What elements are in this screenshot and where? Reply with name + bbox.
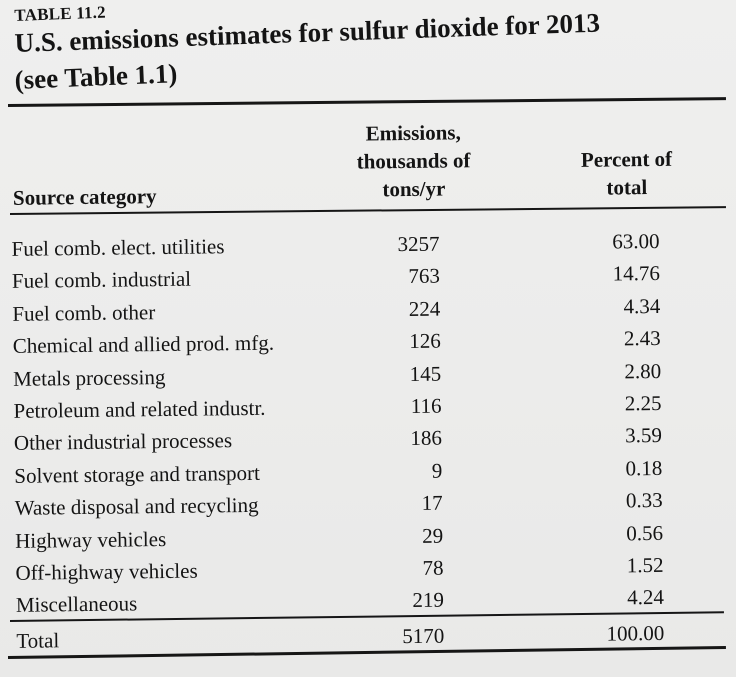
row-source-category: Chemical and allied prod. mfg. [12,330,275,359]
row-source-category: Metals processing [13,364,166,391]
row-emissions: 29 [421,523,444,548]
header-percent-line-1: Percent of [580,146,673,172]
row-emissions: 224 [408,296,441,321]
row-emissions: 3257 [397,231,440,257]
row-emissions: 219 [412,588,445,613]
total-percent: 100.00 [606,620,665,646]
row-source-category: Miscellaneous [15,591,138,618]
row-emissions: 186 [410,426,443,451]
header-emissions-line-3: tons/yr [382,176,446,202]
row-source-category: Fuel comb. other [12,299,156,326]
row-emissions: 78 [422,555,444,580]
row-percent: 63.00 [612,228,660,254]
row-source-category: Off-highway vehicles [15,558,198,585]
row-percent: 14.76 [612,261,661,286]
header-emissions-line-2: thousands of [356,148,471,174]
header-percent-line-2: total [606,175,648,200]
total-emissions: 5170 [402,623,445,649]
total-label: Total [16,628,60,653]
row-source-category: Highway vehicles [14,526,167,553]
header-emissions: Emissions, thousands of tons/yr [318,118,509,204]
row-emissions: 763 [408,264,441,289]
row-percent: 1.52 [626,552,664,578]
row-emissions: 17 [421,490,443,516]
row-percent: 4.34 [623,293,661,319]
row-percent: 0.18 [625,455,663,481]
row-percent: 3.59 [625,423,663,448]
row-percent: 4.24 [626,585,665,610]
row-source-category: Solvent storage and transport [14,460,261,488]
row-emissions: 116 [410,393,442,419]
row-percent: 0.56 [626,520,664,545]
row-percent: 0.33 [625,488,663,513]
header-emissions-line-1: Emissions, [365,120,461,146]
row-percent: 2.25 [624,390,662,416]
row-percent: 2.43 [623,326,661,351]
row-source-category: Other industrial processes [13,428,233,456]
row-source-category: Waste disposal and recycling [14,493,259,521]
row-source-category: Petroleum and related industr. [13,395,266,423]
total-row: Total 5170 100.00 [6,617,736,657]
row-emissions: 126 [409,328,441,354]
row-source-category: Fuel comb. industrial [11,267,192,294]
row-emissions: 145 [409,361,442,386]
row-emissions: 9 [431,458,443,483]
row-percent: 2.80 [624,358,662,383]
header-percent: Percent of total [556,144,697,202]
row-source-category: Fuel comb. elect. utilities [11,234,225,261]
header-source-category: Source category [12,184,157,210]
